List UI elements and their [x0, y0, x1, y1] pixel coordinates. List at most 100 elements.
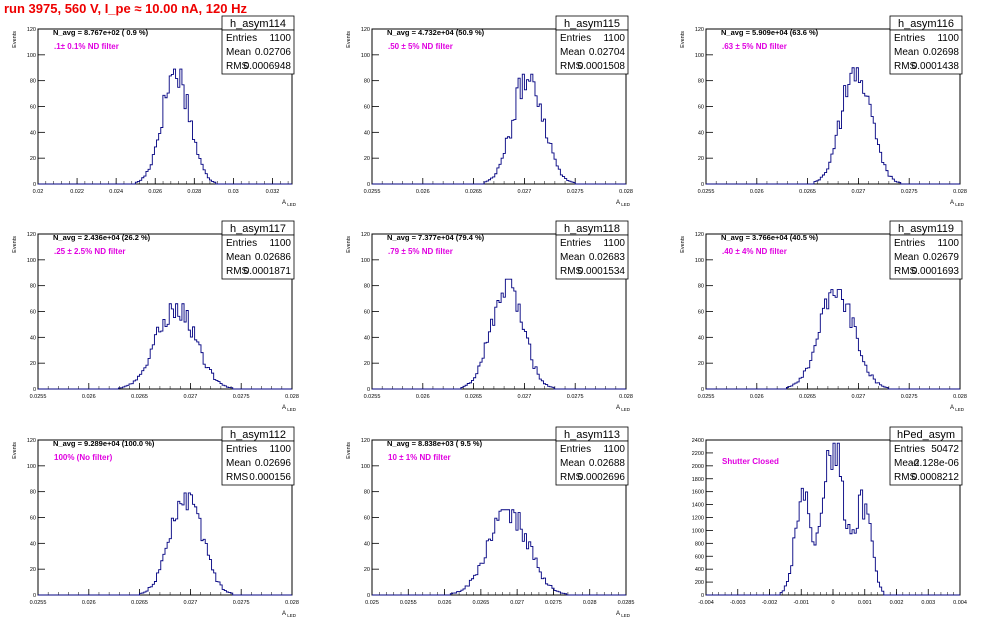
y-tick-label: 80 [30, 79, 36, 85]
x-axis-title: A LED [282, 200, 297, 207]
x-tick-label: 0.0265 [799, 189, 816, 195]
x-tick-label: 0.02 [33, 189, 44, 195]
stat-label-rms: RMS [226, 472, 249, 483]
stat-label-rms: RMS [894, 61, 917, 72]
stat-value-entries: 50472 [931, 444, 959, 455]
y-tick-label: 80 [30, 490, 36, 496]
x-tick-label: 0.024 [109, 189, 123, 195]
stat-value-rms: 0.0001534 [578, 266, 626, 277]
x-tick-label: 0.004 [953, 600, 967, 606]
y-tick-label: 0 [367, 182, 370, 188]
x-tick-label: 0.0275 [567, 394, 584, 400]
x-tick-label: 0.025 [365, 600, 379, 606]
x-tick-label: 0.002 [890, 600, 904, 606]
x-tick-label: 0.0275 [545, 600, 562, 606]
y-axis-title: Events [346, 442, 352, 459]
navg-label: N_avg = 8.838e+03 ( 9.5 %) [387, 439, 483, 448]
y-tick-label: 60 [698, 310, 704, 316]
y-tick-label: 120 [27, 438, 36, 444]
x-tick-label: 0.028 [187, 189, 201, 195]
stats-box [889, 29, 963, 75]
y-tick-label: 0 [701, 387, 704, 393]
stats-box [221, 234, 295, 280]
navg-label: N_avg = 7.377e+04 (79.4 %) [387, 233, 485, 242]
stat-value-rms: 0.0001438 [912, 61, 960, 72]
y-tick-label: 20 [364, 567, 370, 573]
y-tick-label: 100 [361, 258, 370, 264]
y-tick-label: 40 [364, 541, 370, 547]
stats-box [555, 440, 629, 486]
stat-label-entries: Entries [226, 238, 257, 249]
y-tick-label: 40 [698, 335, 704, 341]
x-tick-label: 0.032 [266, 189, 280, 195]
y-tick-label: 800 [695, 541, 704, 547]
navg-label: N_avg = 2.436e+04 (26.2 %) [53, 233, 151, 242]
x-tick-label: 0.027 [510, 600, 524, 606]
x-tick-label: 0.0265 [799, 394, 816, 400]
stat-label-mean: Mean [560, 47, 585, 58]
y-tick-label: 100 [27, 464, 36, 470]
x-tick-label: 0.027 [184, 394, 198, 400]
stat-value-mean: 0.02683 [589, 252, 626, 263]
x-tick-label: 0.026 [416, 394, 430, 400]
x-tick-label: 0.022 [70, 189, 84, 195]
x-tick-label: 0.026 [750, 189, 764, 195]
y-axis-title: Events [12, 236, 18, 253]
y-tick-label: 1200 [692, 516, 704, 522]
filter-label: .25 ± 2.5% ND filter [54, 247, 126, 256]
stat-value-rms: 0.0001693 [912, 266, 960, 277]
y-tick-label: 0 [701, 593, 704, 599]
panel-h_asym113: 0 20 40 60 80 100 120 0.025 0.0255 0.026 0.0265 0.0… [346, 426, 634, 618]
stat-label-entries: Entries [894, 238, 925, 249]
x-tick-label: -0.003 [730, 600, 746, 606]
stat-label-rms: RMS [560, 472, 583, 483]
y-tick-label: 2400 [692, 438, 704, 444]
x-tick-label: 0.0265 [465, 394, 482, 400]
stats-box [555, 234, 629, 280]
histogram-line [372, 509, 626, 596]
y-tick-label: 60 [364, 516, 370, 522]
stat-value-entries: 1100 [603, 238, 625, 249]
navg-label: N_avg = 4.732e+04 (50.9 %) [387, 28, 485, 37]
histogram-name: h_asym116 [898, 18, 954, 30]
panel-h_asym116: 0 20 40 60 80 100 120 0.0255 0.026 0.0265 0.027 0.0… [680, 15, 967, 207]
x-tick-label: 0.0265 [131, 394, 148, 400]
stat-value-entries: 1100 [937, 238, 959, 249]
y-tick-label: 0 [367, 593, 370, 599]
x-axis-title: A LED [616, 405, 631, 412]
x-tick-label: 0.0275 [901, 394, 918, 400]
y-tick-label: 60 [30, 310, 36, 316]
y-tick-label: 40 [364, 335, 370, 341]
x-tick-label: 0.0255 [698, 189, 715, 195]
stat-value-entries: 1100 [269, 444, 291, 455]
x-tick-label: 0.0275 [233, 600, 250, 606]
x-tick-label: 0.0255 [698, 394, 715, 400]
stat-value-mean: 0.02686 [255, 252, 292, 263]
y-tick-label: 1000 [692, 528, 704, 534]
x-tick-label: -0.001 [793, 600, 809, 606]
x-tick-label: 0.026 [416, 189, 430, 195]
filter-label: .40 ± 4% ND filter [722, 247, 787, 256]
x-axis-title: A LED [282, 405, 297, 412]
stat-label-entries: Entries [894, 444, 925, 455]
y-tick-label: 60 [364, 105, 370, 111]
panel-hPed_asym: 0 200 400 600 800 1000 1200 1400 1600 1800 2000 220… [692, 426, 967, 606]
stat-value-rms: 0.0001508 [578, 61, 626, 72]
y-tick-label: 20 [364, 361, 370, 367]
filter-label: .79 ± 5% ND filter [388, 247, 453, 256]
stat-value-entries: 1100 [937, 33, 959, 44]
y-tick-label: 40 [30, 335, 36, 341]
x-tick-label: 0.03 [228, 189, 239, 195]
y-tick-label: 20 [30, 156, 36, 162]
filter-label: .50 ± 5% ND filter [388, 42, 453, 51]
stat-value-entries: 1100 [603, 444, 625, 455]
y-tick-label: 0 [33, 182, 36, 188]
x-tick-label: 0.028 [619, 394, 633, 400]
stat-label-entries: Entries [226, 444, 257, 455]
stat-label-rms: RMS [894, 266, 917, 277]
y-tick-label: 80 [364, 490, 370, 496]
x-tick-label: 0.026 [82, 600, 96, 606]
x-tick-label: 0.028 [583, 600, 597, 606]
x-tick-label: 0.0275 [901, 189, 918, 195]
y-tick-label: 80 [698, 284, 704, 290]
